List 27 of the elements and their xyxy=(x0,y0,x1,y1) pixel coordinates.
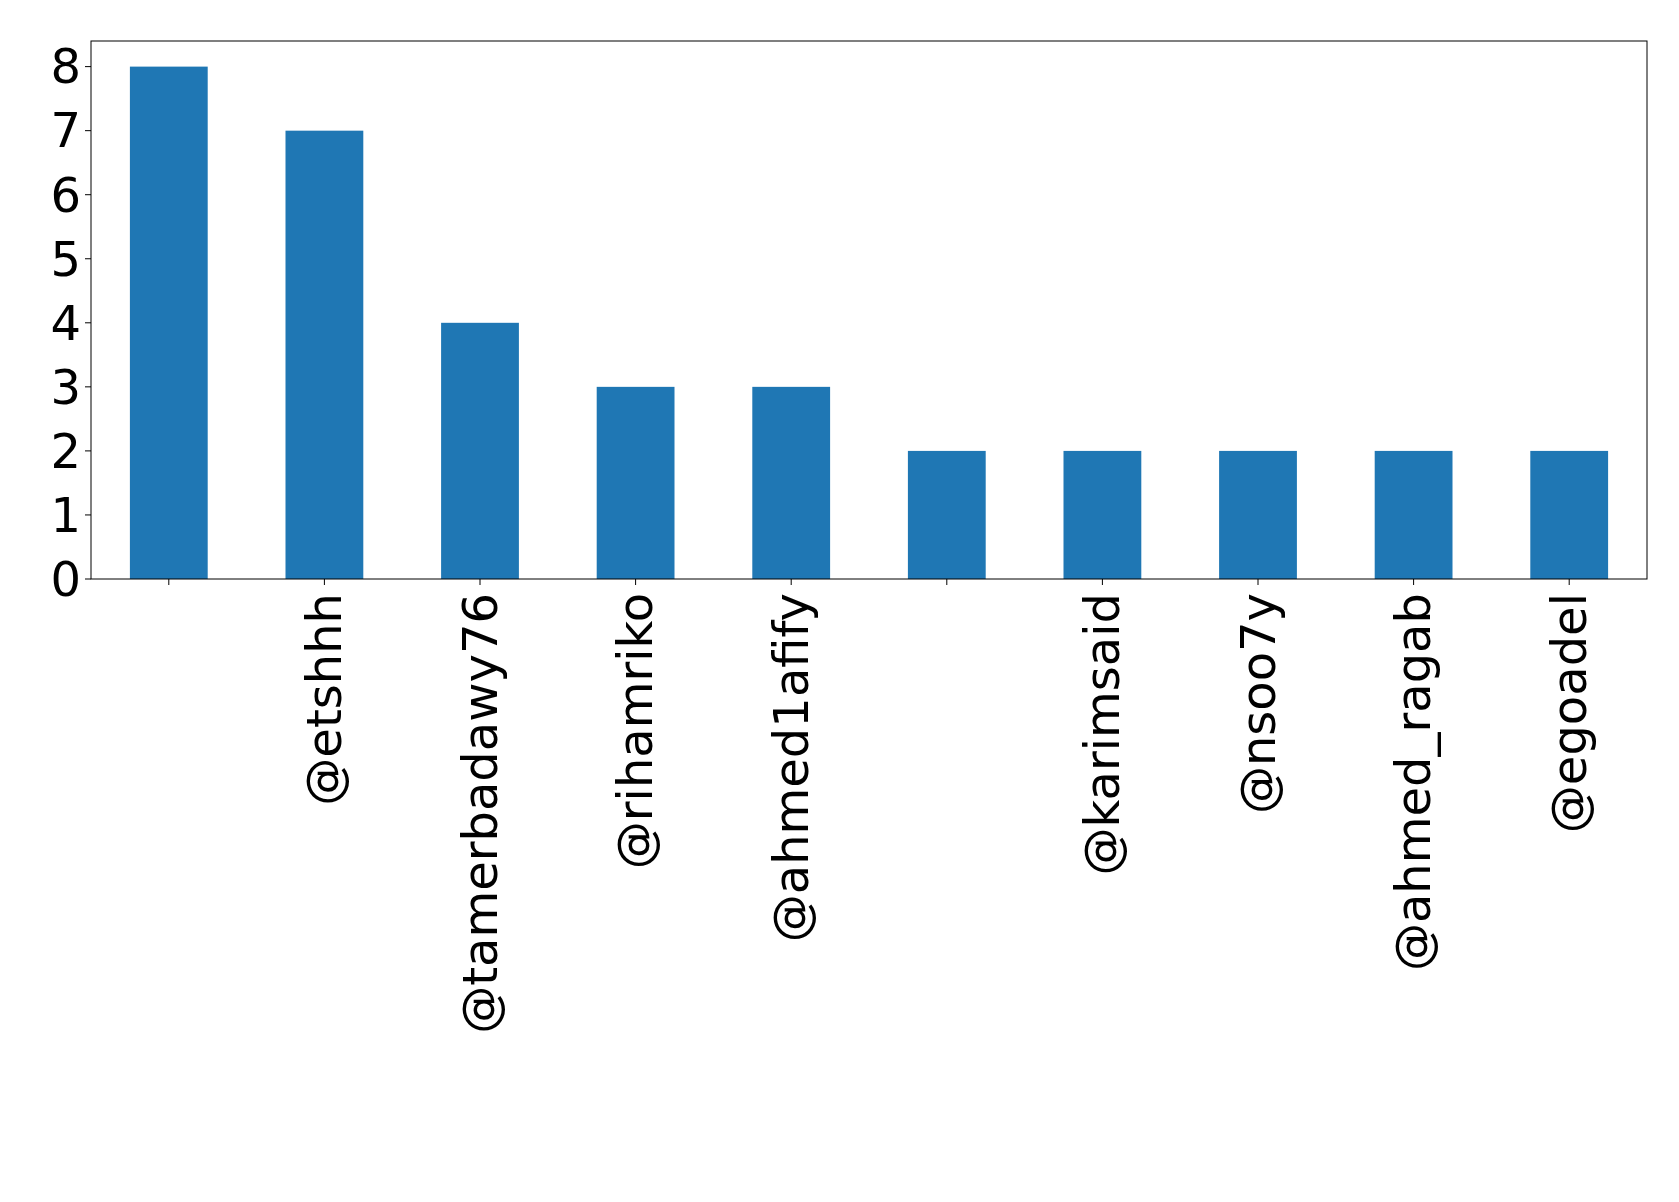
y-tick-label: 1 xyxy=(50,486,81,543)
x-tick-label: @tamerbadawy76 xyxy=(451,593,508,1034)
bar xyxy=(441,322,519,579)
y-tick-label: 2 xyxy=(50,422,81,479)
x-tick-label: @egoadel xyxy=(1541,593,1597,834)
x-tick-label: @karimsaid xyxy=(1074,593,1131,876)
bar xyxy=(752,386,831,579)
bar xyxy=(1374,450,1453,579)
x-tick-label: @nsoo7y xyxy=(1229,593,1286,815)
bar xyxy=(1219,450,1297,579)
bar xyxy=(285,130,364,579)
y-tick-label: 3 xyxy=(50,358,81,415)
x-tick-label: @ahmed_ragab xyxy=(1385,593,1442,972)
y-tick-label: 6 xyxy=(50,166,81,223)
x-tick-label: @etshhh xyxy=(296,593,353,806)
bar xyxy=(1530,450,1609,579)
y-tick-label: 0 xyxy=(50,550,81,607)
y-tick-label: 7 xyxy=(50,102,81,159)
bar xyxy=(596,386,675,579)
y-tick-label: 4 xyxy=(50,294,81,351)
bar xyxy=(1063,450,1142,579)
bar xyxy=(907,450,986,579)
x-tick-label: @ahmed1afify xyxy=(763,593,819,943)
x-tick-label: @rihamriko xyxy=(607,593,664,870)
y-tick-label: 8 xyxy=(50,38,81,95)
bar xyxy=(129,66,208,579)
y-tick-label: 5 xyxy=(50,230,81,287)
